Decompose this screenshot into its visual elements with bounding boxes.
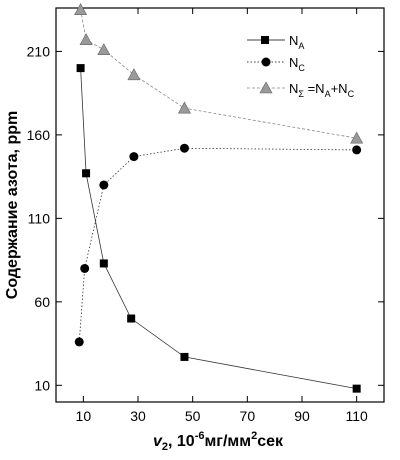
- axis-ticks: 10 30 50 70 90 110 10 60 110 160 210: [27, 8, 384, 424]
- data-point-nsum: [79, 33, 93, 46]
- x-tick-label: 30: [130, 408, 146, 424]
- data-point-nsum: [350, 131, 364, 144]
- series-line-nsum: [80, 9, 357, 139]
- data-point-na: [352, 384, 361, 393]
- legend-marker-square: [261, 36, 269, 44]
- y-tick-label: 60: [34, 294, 50, 310]
- x-tick-label: 50: [185, 408, 201, 424]
- x-tick-label: 10: [76, 408, 92, 424]
- data-point-na: [99, 259, 108, 268]
- data-point-na: [127, 314, 136, 323]
- data-point-nc: [74, 337, 84, 347]
- x-tick-label: 70: [240, 408, 256, 424]
- data-point-nc: [99, 180, 109, 190]
- series-markers: [74, 3, 364, 393]
- legend-item-nsum: NΣ =NA+NC: [247, 81, 355, 99]
- data-point-nc: [129, 152, 139, 162]
- series-line-nc: [78, 147, 357, 342]
- x-tick-label: 110: [346, 408, 369, 424]
- x-axis-label: v2, 10-6мг/мм2сек: [153, 430, 284, 453]
- data-point-nsum: [177, 101, 191, 114]
- plot-frame: [55, 7, 385, 403]
- y-tick-label: 160: [27, 127, 51, 143]
- y-tick-label: 110: [28, 210, 51, 226]
- legend-item-na: NA: [247, 33, 304, 51]
- data-point-na: [76, 64, 85, 73]
- legend: NA NC NΣ =NA+NC: [247, 33, 355, 99]
- data-point-nsum: [74, 3, 88, 15]
- data-point-nc: [179, 143, 189, 153]
- legend-marker-triangle: [259, 81, 273, 94]
- series-line-na: [80, 68, 357, 390]
- y-axis-label: Содержание азота, ppm: [4, 111, 21, 299]
- data-point-nsum: [97, 43, 111, 56]
- y-tick-label: 10: [34, 377, 50, 393]
- legend-marker-circle: [261, 57, 271, 67]
- y-tick-label: 210: [27, 43, 51, 59]
- legend-label-na: NA: [289, 33, 304, 51]
- x-tick-label: 90: [294, 408, 310, 424]
- legend-label-nsum: NΣ =NA+NC: [289, 81, 355, 99]
- series-lines: [78, 9, 357, 390]
- legend-label-nc: NC: [289, 55, 305, 73]
- data-point-nsum: [127, 68, 141, 81]
- data-point-na: [180, 352, 189, 361]
- data-point-nc: [80, 263, 90, 273]
- legend-item-nc: NC: [247, 55, 305, 73]
- data-point-na: [82, 169, 91, 178]
- data-point-nc: [352, 145, 362, 155]
